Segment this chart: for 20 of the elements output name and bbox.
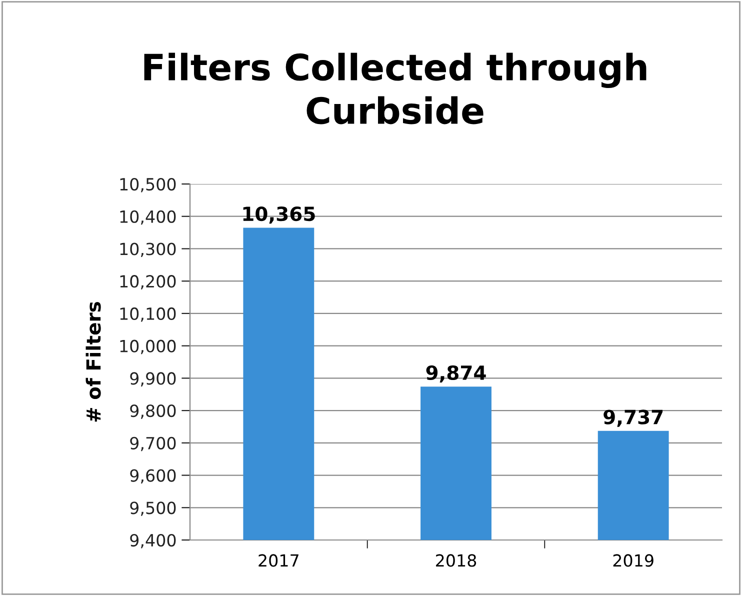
x-tick-label: 2018 <box>436 554 476 567</box>
y-tick-label: 10,000 <box>120 340 176 354</box>
y-tick-label: 9,400 <box>130 534 176 548</box>
y-tick-label: 9,800 <box>130 404 176 419</box>
data-label: 9,737 <box>604 410 663 427</box>
data-label: 10,365 <box>243 206 315 224</box>
y-tick-label: 9,600 <box>130 469 176 484</box>
y-tick-label: 10,400 <box>120 210 176 225</box>
y-tick-label: 9,900 <box>130 372 176 386</box>
y-tick-label: 10,100 <box>120 307 176 322</box>
x-tick-label: 2017 <box>258 554 298 567</box>
y-tick-label: 10,300 <box>120 242 176 257</box>
y-tick-label: 10,200 <box>120 275 176 290</box>
x-tick-label: 2019 <box>613 554 654 567</box>
y-tick-label: 9,700 <box>130 436 176 452</box>
y-axis-title: # of Filters <box>86 302 101 422</box>
y-tick-label: 9,500 <box>130 502 176 516</box>
chart-title: Filters Collected through Curbside <box>144 52 646 124</box>
data-label: 9,874 <box>426 365 486 383</box>
y-tick-label: 10,500 <box>120 178 176 192</box>
